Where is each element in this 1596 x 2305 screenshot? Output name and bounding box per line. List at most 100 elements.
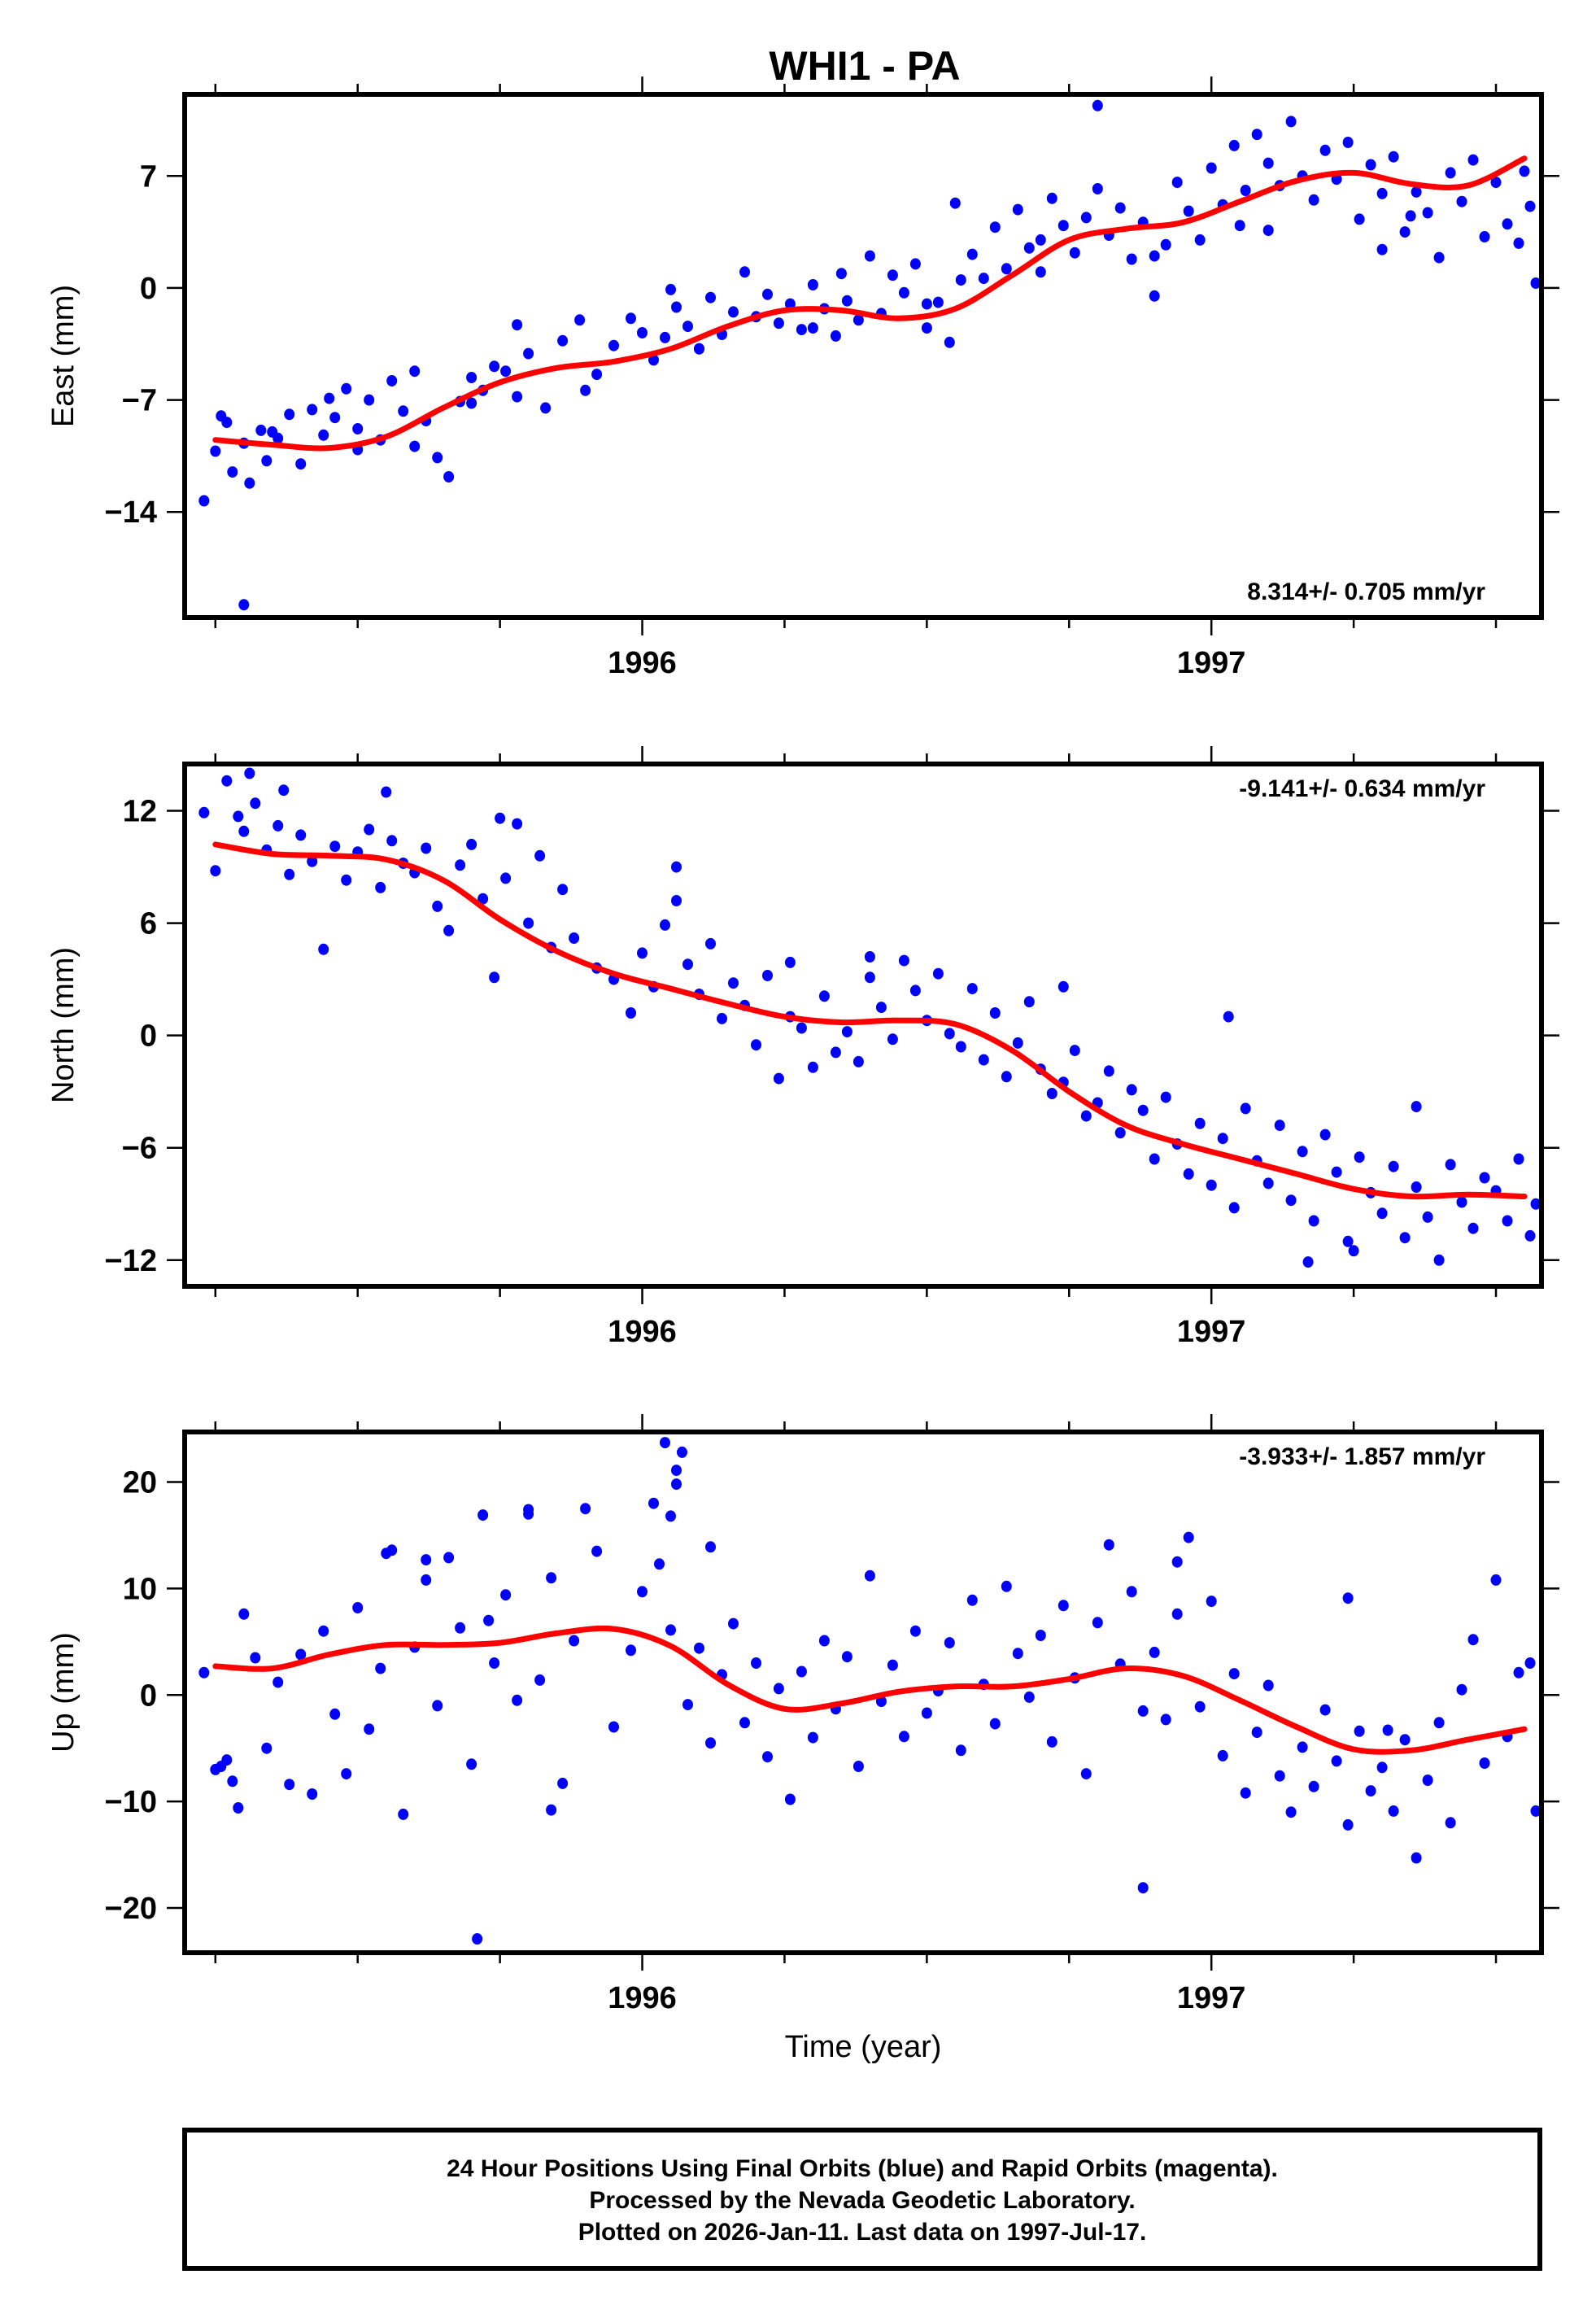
data-point: [1297, 1146, 1308, 1158]
data-point: [887, 269, 898, 282]
rate-label-north: -9.141+/- 0.634 mm/yr: [1239, 775, 1485, 802]
data-point: [1092, 183, 1103, 194]
data-point: [1463, 0, 1473, 6]
data-point: [671, 1478, 682, 1491]
data-point: [1012, 1037, 1023, 1049]
data-point: [210, 865, 221, 877]
data-point: [1319, 1704, 1331, 1716]
data-point: [830, 330, 841, 342]
data-point: [1456, 1683, 1467, 1696]
data-point: [626, 312, 636, 325]
data-point: [1103, 1065, 1114, 1077]
data-point: [1297, 1741, 1308, 1753]
data-point: [466, 838, 477, 850]
data-point: [887, 1033, 898, 1046]
data-point: [421, 842, 432, 854]
data-point: [261, 455, 273, 467]
data-point: [580, 384, 591, 396]
data-point: [1388, 151, 1399, 163]
plot-frame-up: [182, 1430, 1544, 1955]
data-point: [569, 1635, 580, 1647]
data-point: [1490, 1574, 1502, 1586]
panel-north: 12 6 0 −6 −12 1996 1997 North (mm) -9.141+/- 0.6…: [46, 746, 1559, 1349]
data-point: [1183, 1531, 1194, 1543]
data-point: [500, 365, 512, 378]
data-point: [1240, 185, 1251, 196]
footer-box: 24 Hour Positions Using Final Orbits (bl…: [182, 2128, 1542, 2271]
data-point: [1206, 162, 1217, 174]
data-point: [386, 375, 398, 386]
data-point: [1331, 1755, 1342, 1767]
data-point: [1388, 1805, 1399, 1817]
data-point: [1149, 1153, 1160, 1165]
data-point: [784, 1793, 796, 1805]
data-point: [887, 1659, 898, 1671]
data-point: [267, 426, 278, 438]
data-point: [261, 1742, 273, 1754]
fit-curve-north: [212, 841, 1528, 1200]
data-point: [1217, 1749, 1228, 1761]
data-point: [1467, 154, 1479, 166]
data-point: [1023, 242, 1035, 254]
data-point: [329, 1708, 341, 1720]
data-point: [210, 445, 221, 457]
data-point: [1405, 210, 1416, 222]
data-point: [1183, 1168, 1194, 1180]
data-point: [671, 895, 682, 906]
data-point: [386, 835, 398, 847]
data-point: [835, 268, 847, 280]
data-point: [1456, 195, 1467, 207]
data-point: [626, 1007, 636, 1019]
data-point: [466, 397, 477, 409]
data-point: [398, 1808, 409, 1820]
data-point: [864, 250, 875, 262]
data-point: [909, 1625, 921, 1637]
data-point: [1223, 1011, 1234, 1023]
data-point: [1502, 218, 1513, 230]
data-point: [500, 1589, 512, 1601]
data-point: [705, 1541, 716, 1553]
data-point: [1411, 186, 1422, 198]
data-point: [807, 279, 818, 290]
data-point: [1251, 129, 1262, 141]
data-point: [546, 1804, 557, 1816]
data-point: [1234, 220, 1245, 232]
data-point: [1348, 1245, 1359, 1257]
data-point: [574, 314, 586, 326]
footer-line-1: 24 Hour Positions Using Final Orbits (bl…: [447, 2155, 1278, 2182]
data-point: [932, 967, 944, 980]
y-tick-label: 7: [140, 159, 157, 194]
y-tick-label: 0: [140, 1679, 157, 1713]
data-point: [1342, 1592, 1354, 1604]
data-point: [1342, 137, 1354, 148]
data-point: [523, 1508, 534, 1520]
data-point: [1103, 1539, 1114, 1551]
data-point: [580, 1503, 591, 1515]
data-point: [284, 868, 295, 880]
data-point: [966, 248, 978, 260]
y-tick-label: −7: [122, 384, 157, 418]
data-point: [489, 360, 500, 373]
data-point: [1285, 1194, 1297, 1207]
data-point: [1490, 177, 1502, 189]
data-point: [1001, 1071, 1012, 1083]
data-point: [1262, 1679, 1274, 1692]
data-point: [682, 321, 693, 333]
data-point: [1274, 1770, 1285, 1782]
chart-title: WHI1 - PA: [769, 43, 960, 89]
x-tick-label: 1996: [608, 1981, 677, 2015]
data-point: [1228, 139, 1240, 151]
data-point: [654, 1558, 665, 1570]
data-point: [773, 317, 784, 330]
data-point: [853, 314, 864, 326]
data-point: [489, 1657, 500, 1669]
data-point: [238, 599, 250, 611]
data-point: [1114, 1127, 1126, 1139]
data-point: [1137, 1882, 1149, 1894]
data-point: [1035, 266, 1046, 278]
data-point: [648, 354, 659, 366]
data-point: [966, 983, 978, 995]
data-point: [523, 347, 534, 360]
data-point: [255, 424, 267, 436]
data-point: [1194, 1700, 1206, 1713]
